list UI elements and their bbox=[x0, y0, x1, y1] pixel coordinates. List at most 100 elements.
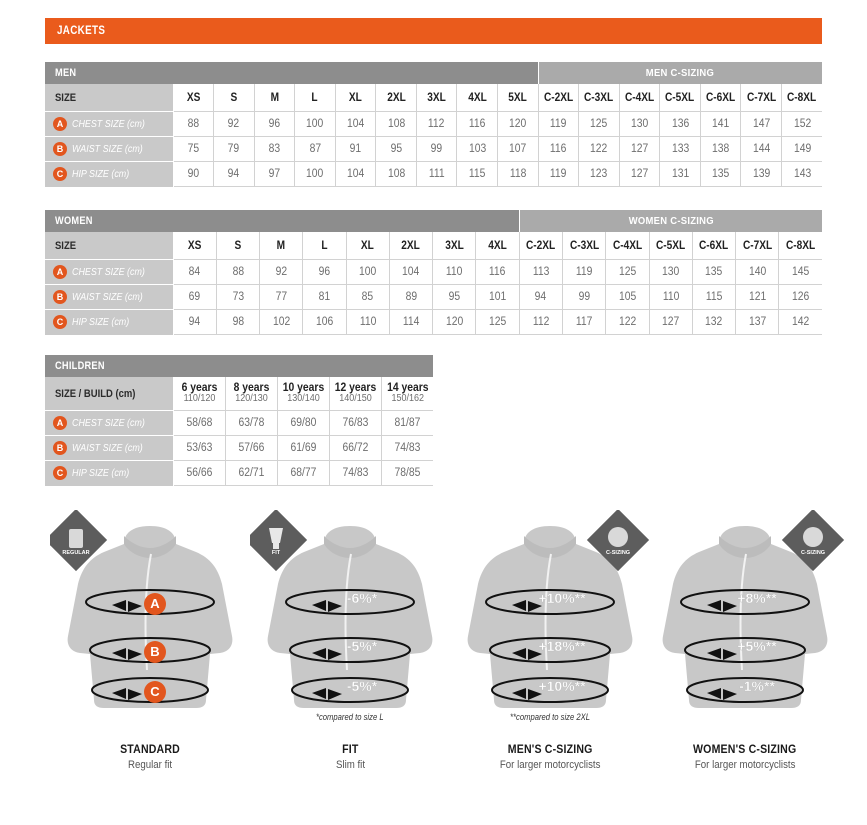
size-column-header: L bbox=[294, 84, 336, 112]
csize-column-header: C-6XL bbox=[699, 84, 741, 112]
measurement-value: 69/80 bbox=[276, 410, 329, 436]
size-column-header: 2XL bbox=[375, 84, 417, 112]
measurement-value: 88 bbox=[215, 259, 260, 285]
measurement-value: 104 bbox=[388, 259, 433, 285]
measurement-value: 66/72 bbox=[328, 435, 381, 461]
csize-column-header: C-2XL bbox=[518, 232, 563, 260]
measurement-value-csize: 127 bbox=[648, 309, 693, 335]
measurement-label-c: C HIP SIZE (cm) bbox=[45, 161, 174, 187]
jacket-illustration-mens-c-sizing: C-SIZING +10%** +18%** +10%** bbox=[450, 508, 650, 715]
measurement-value-csize: 125 bbox=[578, 111, 620, 137]
measurement-value: 103 bbox=[456, 136, 498, 162]
measurement-value: 116 bbox=[475, 259, 520, 285]
size-column-header: 3XL bbox=[432, 232, 476, 260]
table-row: A CHEST SIZE (cm) 84 88 92 96 100 104 110 116 113 1… bbox=[45, 259, 823, 285]
table-row: B WAIST SIZE (cm) 75 79 83 87 91 95 99 103 107 116 1… bbox=[45, 136, 823, 162]
fit-illustrations: REGULAR A B C STANDARD Regular fit FIT -6%* -5%*… bbox=[0, 508, 867, 810]
measurement-value-csize: 145 bbox=[778, 259, 823, 285]
figure-subtitle-womens-c-sizing: For larger motorcyclists bbox=[694, 759, 796, 771]
size-header-label-women: SIZE bbox=[45, 232, 174, 260]
measurement-value: 78/85 bbox=[380, 460, 434, 486]
svg-text:C-SIZING: C-SIZING bbox=[801, 550, 825, 556]
measurement-value: 81 bbox=[302, 284, 347, 310]
size-column-header: M bbox=[253, 84, 295, 112]
size-column-header: 2XL bbox=[388, 232, 433, 260]
measurement-value: 97 bbox=[253, 161, 295, 187]
measurement-value: 63/78 bbox=[224, 410, 277, 436]
measurement-value: 92 bbox=[259, 259, 303, 285]
size-column-header: 3XL bbox=[415, 84, 457, 112]
measurement-value-csize: 141 bbox=[699, 111, 741, 137]
measurement-label-a: A CHEST SIZE (cm) bbox=[45, 410, 174, 436]
measurement-value: 74/83 bbox=[328, 460, 381, 486]
measurement-value-csize: 125 bbox=[605, 259, 650, 285]
measurement-value: 76/83 bbox=[328, 410, 381, 436]
table-row: B WAIST SIZE (cm) 69 73 77 81 85 89 95 101 94 99 105… bbox=[45, 284, 823, 310]
size-column-header: L bbox=[302, 232, 347, 260]
figure-title-fit: FIT bbox=[341, 742, 359, 756]
csize-column-header: C-2XL bbox=[537, 84, 579, 112]
measurement-value: 104 bbox=[334, 161, 376, 187]
svg-text:+5%**: +5%** bbox=[737, 638, 777, 654]
size-column-header: XL bbox=[334, 84, 376, 112]
measurement-value: 111 bbox=[415, 161, 457, 187]
measurement-label-b: B WAIST SIZE (cm) bbox=[45, 284, 174, 310]
jacket-illustration-womens-c-sizing: C-SIZING +8%** +5%** -1%** bbox=[645, 508, 845, 715]
measurement-value: 74/83 bbox=[380, 435, 434, 461]
measurement-label-b: B WAIST SIZE (cm) bbox=[45, 136, 174, 162]
measurement-value-csize: 116 bbox=[537, 136, 579, 162]
size-column-header: XL bbox=[345, 232, 390, 260]
measurement-value-csize: 143 bbox=[781, 161, 823, 187]
children-column-header: 8 years 120/130 bbox=[224, 377, 277, 411]
measurement-value: 100 bbox=[294, 111, 336, 137]
measurement-value-csize: 144 bbox=[740, 136, 782, 162]
measurement-value: 99 bbox=[415, 136, 457, 162]
size-column-header: XS bbox=[172, 232, 217, 260]
measurement-value: 85 bbox=[345, 284, 390, 310]
size-column-header: 5XL bbox=[497, 84, 539, 112]
csize-column-header: C-5XL bbox=[659, 84, 701, 112]
measurement-value: 120 bbox=[497, 111, 539, 137]
measurement-value-csize: 110 bbox=[648, 284, 693, 310]
svg-text:-1%**: -1%** bbox=[739, 678, 775, 694]
measurement-value: 62/71 bbox=[224, 460, 277, 486]
measurement-label-a: A CHEST SIZE (cm) bbox=[45, 111, 174, 137]
figure-title-standard: STANDARD bbox=[120, 742, 180, 756]
measurement-value-csize: 136 bbox=[659, 111, 701, 137]
measurement-value-csize: 127 bbox=[618, 161, 660, 187]
svg-text:+8%**: +8%** bbox=[737, 590, 777, 606]
measurement-value: 96 bbox=[302, 259, 347, 285]
svg-text:-6%*: -6%* bbox=[347, 590, 378, 606]
measurement-value-csize: 115 bbox=[691, 284, 736, 310]
csize-column-header: C-6XL bbox=[691, 232, 736, 260]
measurement-value: 73 bbox=[215, 284, 260, 310]
measurement-value: 84 bbox=[172, 259, 217, 285]
measurement-value-csize: 135 bbox=[699, 161, 741, 187]
table-row: A CHEST SIZE (cm) 58/68 63/78 69/80 76/83 81/8… bbox=[45, 410, 434, 436]
figure-subtitle-mens-c-sizing: For larger motorcyclists bbox=[499, 759, 601, 771]
measurement-value-csize: 133 bbox=[659, 136, 701, 162]
svg-text:A: A bbox=[150, 596, 160, 611]
figure-fit: FIT -6%* -5%* -5%* *compared to size L FIT Sli… bbox=[244, 508, 450, 810]
measurement-value: 92 bbox=[213, 111, 255, 137]
measurement-value: 95 bbox=[432, 284, 476, 310]
measurement-value-csize: 112 bbox=[518, 309, 563, 335]
measurement-value: 118 bbox=[497, 161, 539, 187]
measurement-value: 91 bbox=[334, 136, 376, 162]
measurement-value-csize: 130 bbox=[618, 111, 660, 137]
measurement-value: 88 bbox=[172, 111, 214, 137]
size-header-label-children: SIZE / BUILD (cm) bbox=[45, 377, 174, 411]
measurement-value-csize: 152 bbox=[781, 111, 823, 137]
jacket-illustration-standard: REGULAR A B C bbox=[44, 508, 250, 715]
size-column-header: XS bbox=[172, 84, 214, 112]
measurement-value-csize: 113 bbox=[518, 259, 563, 285]
section-header-children: CHILDREN bbox=[45, 355, 434, 377]
measurement-value: 75 bbox=[172, 136, 214, 162]
measurement-value: 98 bbox=[215, 309, 260, 335]
measurement-value: 108 bbox=[375, 111, 417, 137]
measurement-value: 101 bbox=[475, 284, 520, 310]
size-column-header: 4XL bbox=[475, 232, 520, 260]
measurement-value: 104 bbox=[334, 111, 376, 137]
measurement-value: 94 bbox=[213, 161, 255, 187]
measurement-value-csize: 123 bbox=[578, 161, 620, 187]
